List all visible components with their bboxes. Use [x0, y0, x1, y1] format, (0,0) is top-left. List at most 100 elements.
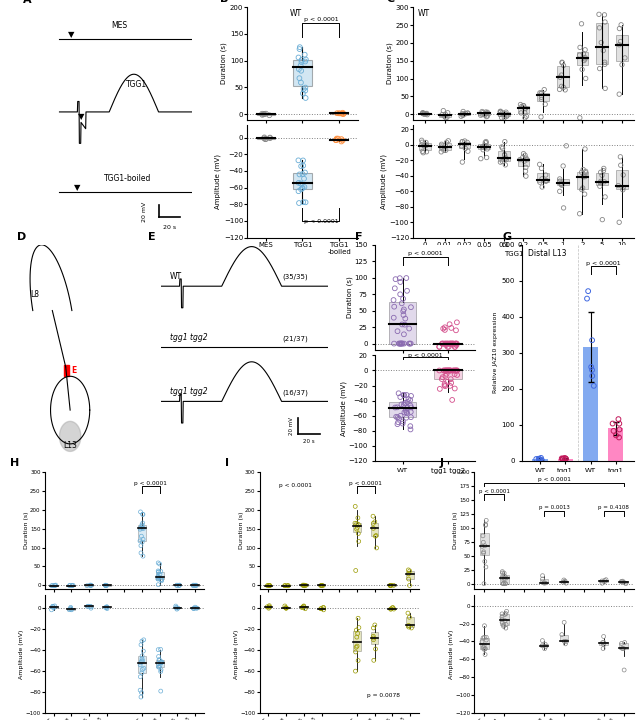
Point [385, 580, 396, 591]
Point [136, 639, 146, 650]
Point [66, 603, 76, 615]
Point [406, 402, 416, 413]
Y-axis label: Amplitude (mV): Amplitude (mV) [19, 629, 24, 679]
Point [298, 168, 308, 180]
Point [555, 71, 565, 83]
Text: (35/35): (35/35) [283, 274, 308, 281]
Point [301, 580, 311, 591]
Point [83, 600, 93, 612]
Point [405, 423, 415, 435]
Point [478, 530, 488, 541]
Point [522, 110, 532, 122]
Point [173, 603, 183, 614]
Point [520, 150, 530, 161]
Point [137, 536, 147, 548]
Text: A: A [23, 0, 31, 4]
Point [401, 404, 411, 415]
Point [614, 39, 625, 50]
Point [298, 88, 308, 99]
Point [100, 602, 111, 613]
Point [399, 397, 410, 409]
Text: TGG1: TGG1 [125, 80, 147, 89]
Point [497, 608, 507, 620]
Point [519, 156, 529, 167]
Point [561, 577, 572, 589]
Point [318, 602, 328, 613]
Point [540, 639, 550, 650]
Point [497, 112, 507, 124]
Point [481, 515, 492, 526]
Bar [537, 174, 549, 181]
Point [153, 557, 163, 569]
Bar [557, 66, 569, 87]
Point [595, 181, 605, 192]
Bar [518, 106, 529, 113]
Point [445, 338, 456, 349]
Point [404, 611, 415, 623]
Point [404, 580, 415, 591]
Text: B: B [220, 0, 228, 4]
Point [518, 152, 528, 163]
Point [440, 338, 451, 349]
Point [138, 508, 148, 520]
Point [189, 603, 199, 614]
Point [154, 658, 164, 670]
Point [516, 107, 526, 119]
Point [500, 578, 511, 590]
Point [298, 84, 308, 95]
Point [101, 580, 111, 591]
Point [476, 109, 486, 121]
Point [352, 522, 362, 534]
Point [537, 87, 547, 99]
Point [422, 108, 432, 120]
Point [351, 647, 361, 658]
Point [460, 143, 470, 154]
Point [536, 111, 546, 122]
Point [436, 141, 447, 153]
Point [499, 621, 509, 632]
Point [371, 643, 381, 654]
Point [446, 322, 456, 333]
Point [421, 137, 431, 148]
Point [388, 602, 398, 613]
Point [402, 402, 412, 414]
Point [47, 604, 57, 616]
Point [558, 453, 568, 464]
Point [449, 338, 459, 349]
Point [583, 285, 593, 297]
Point [518, 100, 529, 112]
Point [281, 602, 291, 613]
Point [447, 338, 458, 349]
Point [617, 59, 627, 71]
Point [477, 109, 487, 120]
Point [338, 107, 348, 119]
Point [481, 634, 492, 646]
Point [298, 160, 308, 171]
Point [417, 145, 428, 157]
Point [300, 580, 310, 592]
Bar [518, 158, 529, 166]
Point [598, 165, 609, 176]
Bar [156, 572, 164, 579]
Point [500, 615, 510, 626]
Point [615, 151, 625, 163]
Point [450, 341, 460, 353]
Point [600, 576, 610, 588]
Point [440, 338, 451, 349]
Point [153, 571, 163, 582]
Point [294, 63, 304, 75]
Point [457, 108, 467, 120]
Point [188, 580, 198, 591]
Point [293, 52, 303, 63]
Point [555, 176, 565, 187]
Point [561, 453, 571, 464]
Point [294, 73, 305, 84]
Point [48, 601, 58, 613]
Point [479, 578, 489, 590]
Point [138, 655, 148, 667]
Point [394, 338, 404, 349]
Text: TGG1-boiled: TGG1-boiled [104, 174, 151, 183]
Point [67, 580, 77, 591]
Point [135, 659, 145, 670]
Point [580, 53, 590, 65]
